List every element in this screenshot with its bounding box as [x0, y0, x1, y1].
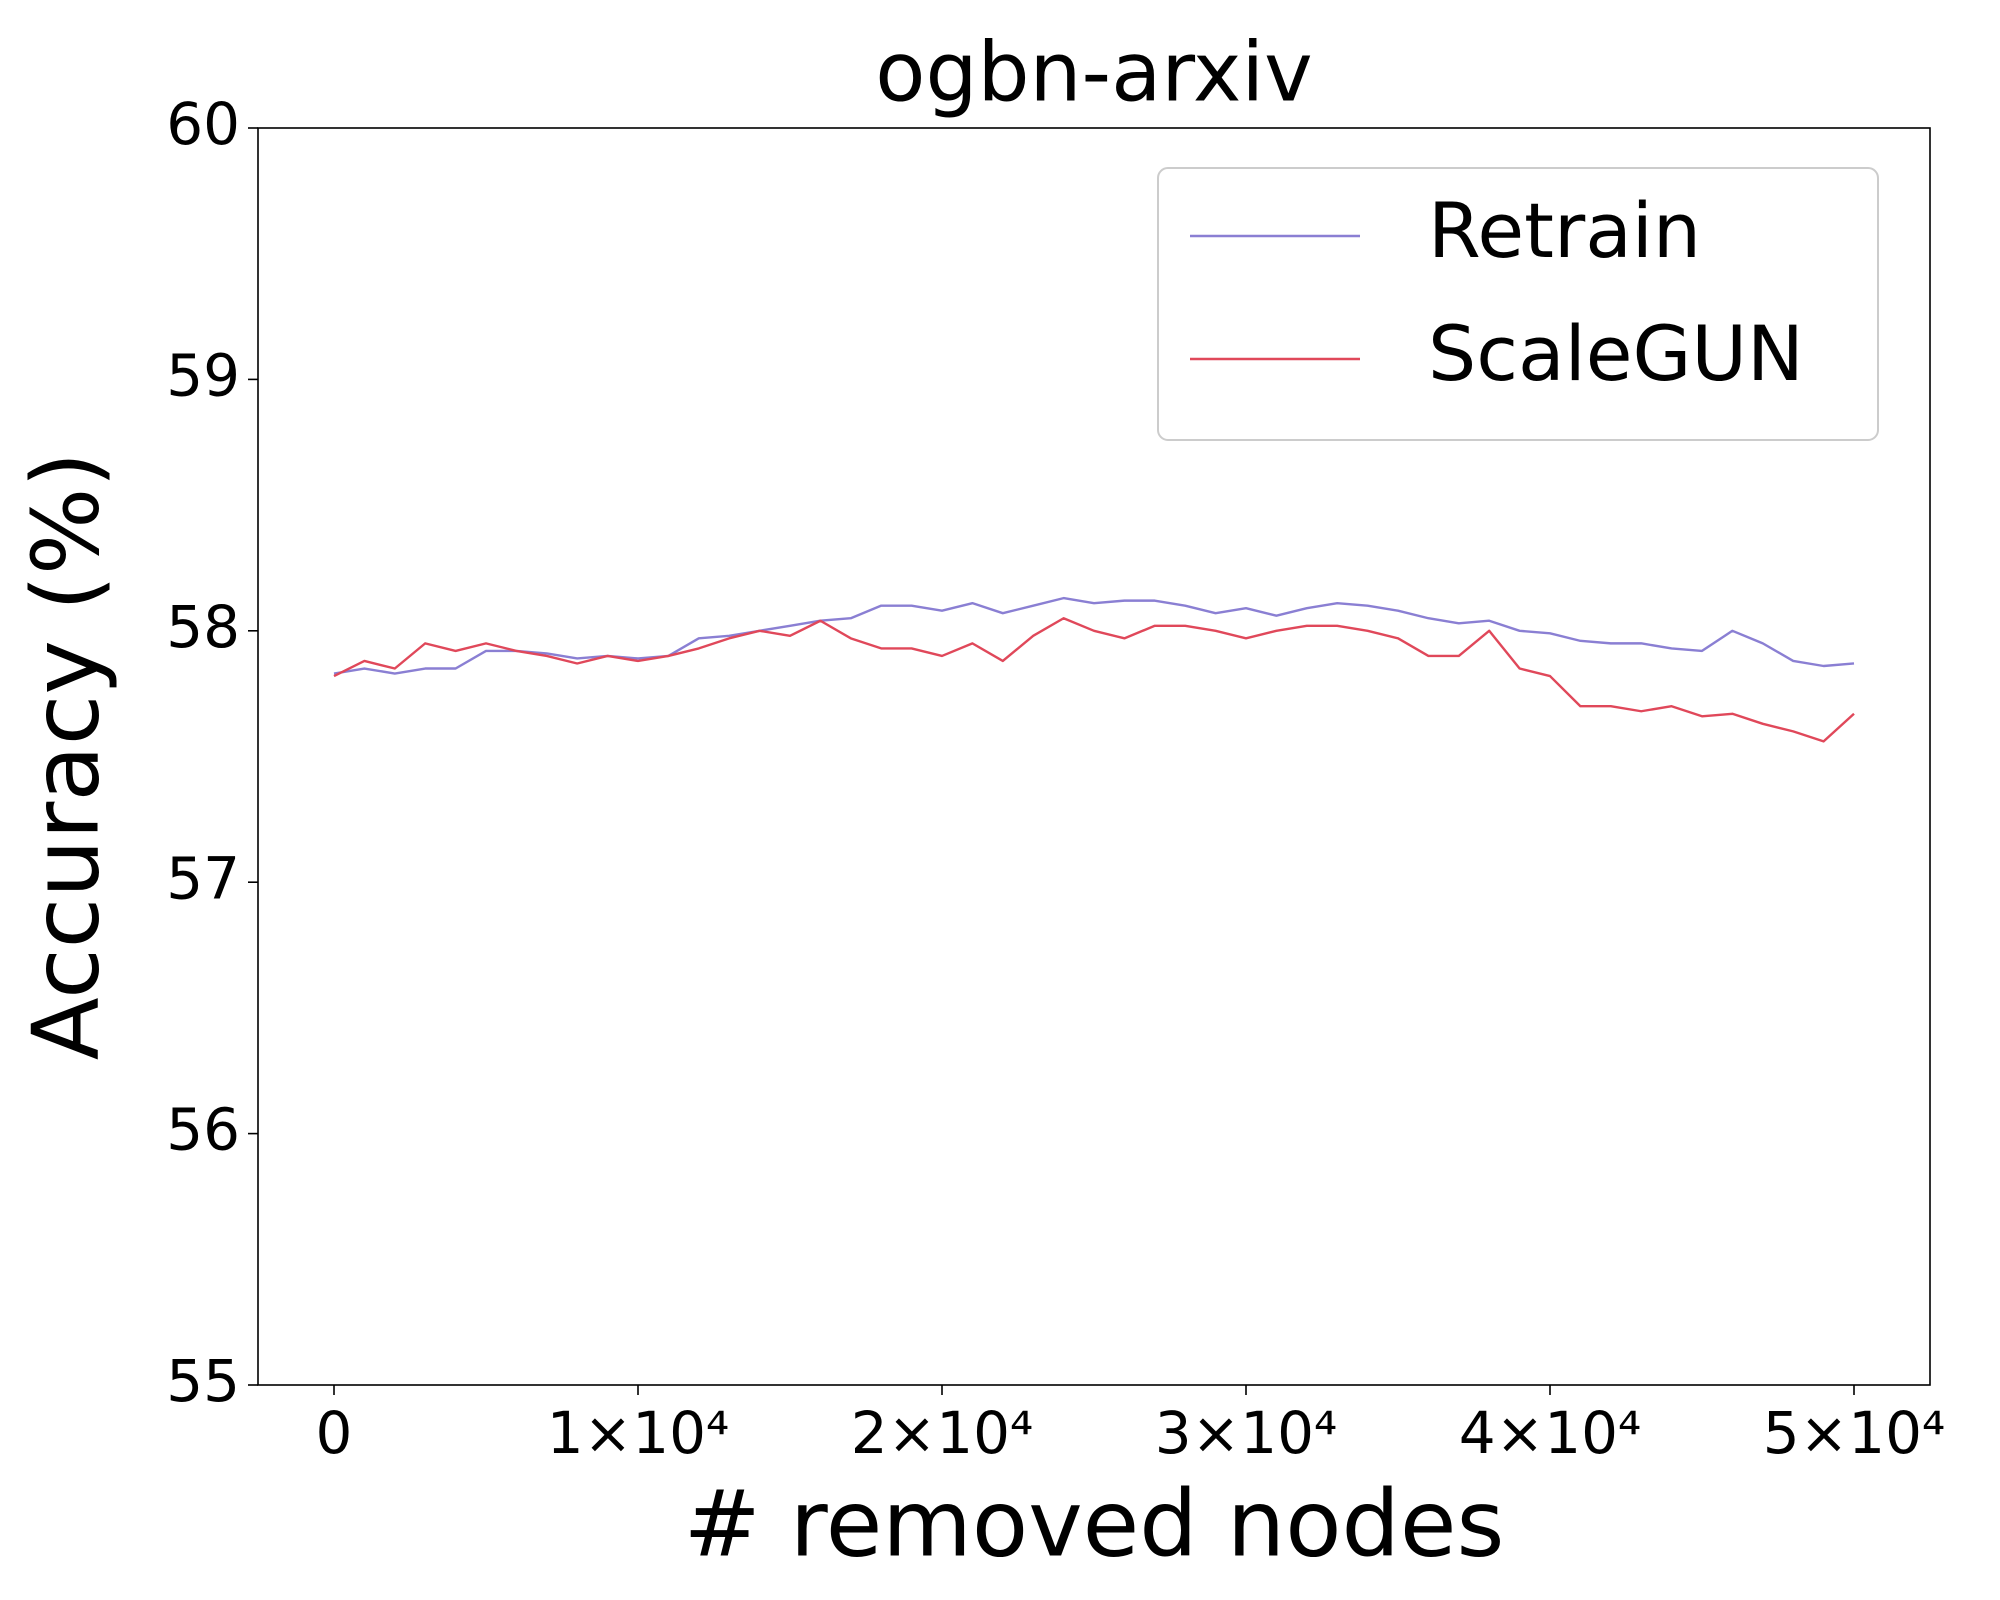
x-tick-label: 2×10⁴	[851, 1399, 1034, 1467]
line-series	[333, 617, 1855, 743]
y-tick-label: 59	[166, 342, 240, 410]
plot-frame	[257, 127, 1931, 1386]
x-tick-label: 5×10⁴	[1763, 1399, 1946, 1467]
legend-label: Retrain	[1428, 186, 1701, 275]
y-tick-label: 57	[166, 844, 240, 912]
y-tick-label: 56	[166, 1096, 240, 1164]
x-tick-label: 4×10⁴	[1459, 1399, 1642, 1467]
x-tick-label: 0	[316, 1399, 353, 1467]
y-tick-label: 60	[166, 90, 240, 158]
legend-label: ScaleGUN	[1428, 309, 1804, 398]
y-axis-label: Accuracy (%)	[12, 452, 119, 1060]
y-tick-label: 58	[166, 593, 240, 661]
y-tick-label: 55	[166, 1347, 240, 1415]
x-tick-label: 3×10⁴	[1155, 1399, 1338, 1467]
x-tick-label: 1×10⁴	[547, 1399, 730, 1467]
x-axis-label: # removed nodes	[684, 1470, 1505, 1577]
line-series	[333, 596, 1855, 675]
chart-title: ogbn-arxiv	[875, 25, 1312, 120]
